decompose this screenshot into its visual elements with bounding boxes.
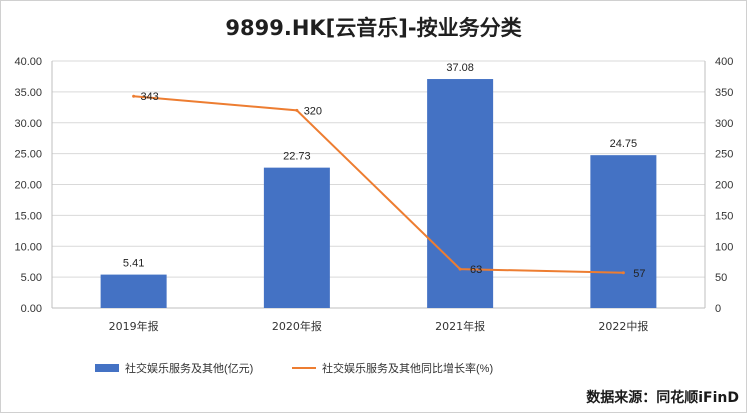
y-left-tick-label: 30.00 <box>14 118 42 130</box>
bar <box>263 167 330 308</box>
x-tick-label: 2021年报 <box>435 319 485 333</box>
legend-item-line: 社交娱乐服务及其他同比增长率(%) <box>292 360 493 376</box>
y-left-tick-label: 5.00 <box>21 272 42 284</box>
x-tick-label: 2019年报 <box>109 319 159 333</box>
bar <box>590 155 657 308</box>
line-data-label: 343 <box>140 91 158 103</box>
y-left-tick-label: 10.00 <box>14 241 42 253</box>
y-right-tick-label: 50 <box>715 272 727 284</box>
y-left-tick-label: 15.00 <box>14 210 42 222</box>
y-right-tick-label: 300 <box>715 118 733 130</box>
line-data-label: 320 <box>304 105 322 117</box>
line-point <box>132 94 136 98</box>
y-right-tick-label: 200 <box>715 180 733 192</box>
line-point <box>621 271 625 275</box>
data-source-text: 数据来源：同花顺iFinD <box>586 390 739 406</box>
legend-bar-label: 社交娱乐服务及其他(亿元) <box>125 363 254 375</box>
bar <box>427 79 494 308</box>
y-left-tick-label: 25.00 <box>14 149 42 161</box>
y-left-tick-label: 0.00 <box>21 303 42 315</box>
line-point <box>295 108 299 112</box>
y-right-tick-label: 100 <box>715 241 733 253</box>
y-right-tick-label: 0 <box>715 303 721 315</box>
legend-line-label: 社交娱乐服务及其他同比增长率(%) <box>322 363 494 375</box>
bar-data-label: 5.41 <box>123 258 144 270</box>
y-right-tick-label: 350 <box>715 87 733 99</box>
legend-item-bar: 社交娱乐服务及其他(亿元) <box>95 360 253 376</box>
y-right-tick-label: 150 <box>715 210 733 222</box>
x-tick-label: 2020年报 <box>272 319 322 333</box>
line-data-label: 57 <box>633 268 645 280</box>
y-left-tick-label: 35.00 <box>14 87 42 99</box>
x-tick-label: 2022中报 <box>598 319 648 333</box>
bar <box>100 274 167 308</box>
bar-data-label: 24.75 <box>610 138 638 150</box>
y-left-tick-label: 40.00 <box>14 56 42 68</box>
bar-data-label: 22.73 <box>283 151 311 163</box>
legend-line-swatch <box>292 367 316 369</box>
y-right-tick-label: 250 <box>715 149 733 161</box>
line-point <box>458 267 462 271</box>
growth-rate-line <box>133 95 624 274</box>
legend-bar-swatch <box>95 364 119 372</box>
bar-data-label: 37.08 <box>446 62 474 74</box>
chart-title: 9899.HK[云音乐]-按业务分类 <box>225 16 522 40</box>
line-data-label: 63 <box>470 264 482 276</box>
y-right-tick-label: 400 <box>715 56 733 68</box>
chart-legend: 社交娱乐服务及其他(亿元) 社交娱乐服务及其他同比增长率(%) <box>0 360 747 380</box>
y-left-tick-label: 20.00 <box>14 180 42 192</box>
